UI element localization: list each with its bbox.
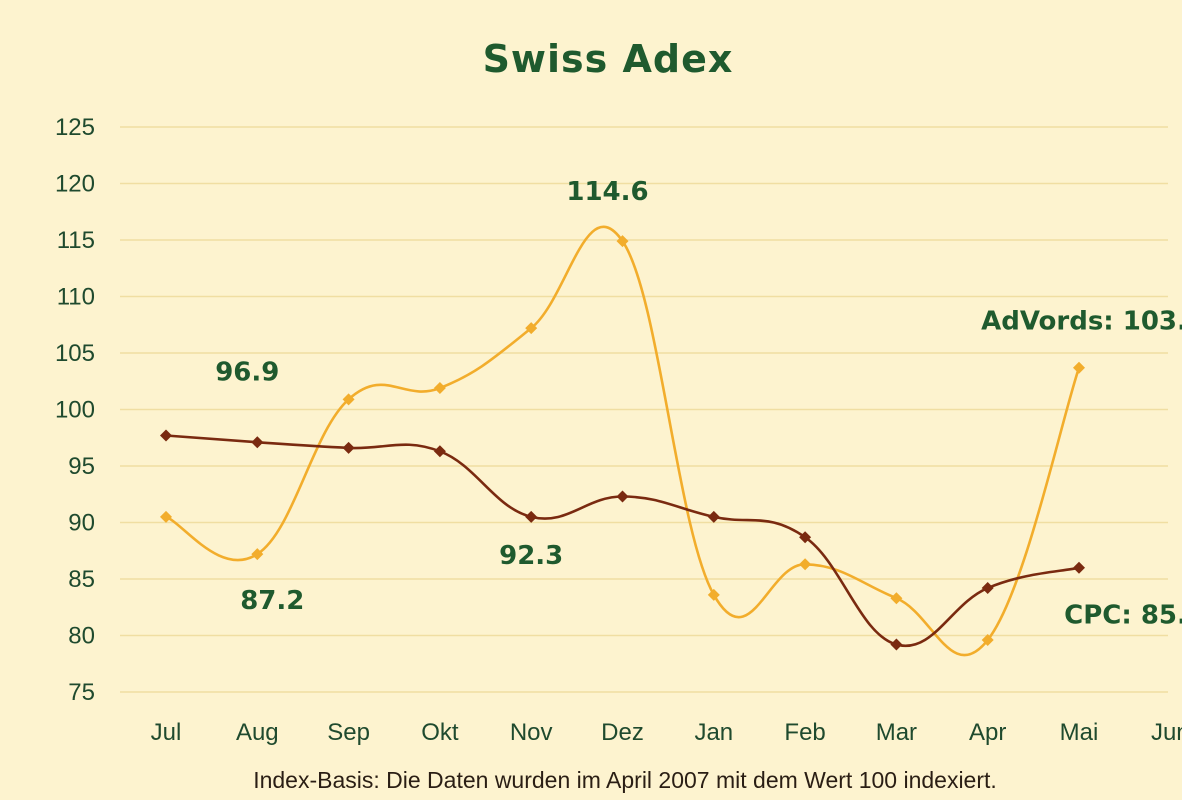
y-tick-label: 95 [68, 453, 95, 480]
data-point-adwords [342, 393, 355, 406]
data-point-cpc [890, 638, 903, 651]
x-tick-label: Mai [1060, 719, 1099, 746]
x-tick-label: Jul [151, 719, 182, 746]
data-label: 87.2 [240, 586, 304, 616]
data-point-cpc [1073, 561, 1085, 574]
x-tick-label: Apr [969, 719, 1006, 746]
data-point-adwords [981, 634, 994, 647]
y-tick-label: 105 [55, 340, 95, 367]
x-tick-label: Nov [510, 719, 553, 746]
x-tick-label: Okt [421, 719, 459, 746]
x-axis-ticks: Jul Aug Sep Okt Nov Dez Jan Feb Mar Apr Mai Jun [151, 719, 1182, 746]
gridlines [120, 126, 1168, 693]
data-point-adwords [890, 592, 903, 605]
x-tick-label: Jun [1151, 719, 1182, 746]
y-tick-label: 80 [68, 623, 95, 650]
data-point-cpc [433, 445, 446, 458]
data-point-cpc [342, 441, 355, 454]
data-point-adwords [525, 322, 538, 335]
data-point-cpc [525, 510, 538, 523]
footnote: Index-Basis: Die Daten wurden im April 2… [253, 767, 997, 793]
y-tick-label: 115 [57, 227, 95, 254]
data-point-cpc [616, 490, 629, 503]
data-point-adwords [616, 235, 629, 248]
y-tick-label: 120 [55, 171, 95, 198]
data-point-cpc [799, 531, 812, 544]
data-point-adwords [799, 558, 812, 571]
chart-title: Swiss Adex [483, 37, 734, 81]
y-tick-label: 85 [68, 566, 95, 593]
data-point-cpc [160, 429, 172, 442]
x-tick-label: Feb [784, 719, 825, 746]
y-tick-label: 110 [57, 284, 95, 311]
data-label: 92.3 [499, 541, 563, 571]
x-tick-label: Mar [876, 719, 917, 746]
y-tick-label: 90 [68, 510, 95, 537]
x-tick-label: Jan [694, 719, 733, 746]
data-label: CPC: 85.7 [1064, 601, 1182, 631]
data-label: 114.6 [566, 177, 648, 207]
data-point-adwords [707, 588, 720, 601]
data-point-adwords [251, 548, 264, 561]
data-point-adwords [1073, 361, 1085, 374]
y-axis-ticks: 125 120 115 110 105 100 95 90 85 80 75 [55, 114, 95, 706]
data-point-adwords [160, 510, 172, 523]
x-tick-label: Sep [327, 719, 370, 746]
y-tick-label: 125 [55, 114, 95, 141]
data-point-cpc [707, 510, 720, 523]
series-line-adwords [165, 225, 1081, 657]
x-tick-label: Aug [236, 719, 279, 746]
x-tick-label: Dez [601, 719, 644, 746]
y-tick-label: 75 [68, 679, 95, 706]
data-point-adwords [433, 382, 446, 395]
data-point-cpc [981, 582, 994, 595]
data-point-cpc [251, 436, 264, 449]
series-layer [160, 225, 1085, 657]
y-tick-label: 100 [55, 397, 95, 424]
data-labels: 96.9 87.2 92.3 114.6 AdVords: 103.6 CPC: 85.7 [215, 177, 1182, 631]
data-label: AdVords: 103.6 [981, 307, 1182, 337]
data-label: 96.9 [215, 357, 279, 387]
